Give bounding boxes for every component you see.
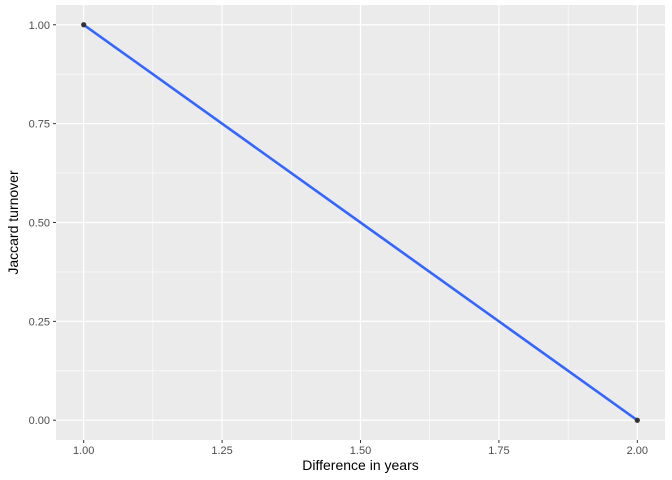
y-tick-label: 0.25	[29, 316, 50, 328]
x-tick-label: 2.00	[627, 445, 648, 457]
x-tick-label: 1.25	[211, 445, 232, 457]
x-axis: 1.00 1.25 1.50 1.75 2.00	[73, 440, 648, 457]
y-tick-label: 1.00	[29, 20, 50, 32]
y-tick-label: 0.50	[29, 218, 50, 230]
x-tick-label: 1.50	[350, 445, 371, 457]
y-tick-label: 0.75	[29, 119, 50, 131]
y-tick-label: 0.00	[29, 415, 50, 427]
x-tick-label: 1.00	[73, 445, 94, 457]
fit-line	[82, 23, 639, 422]
data-point	[81, 22, 87, 28]
x-tick-label: 1.75	[488, 445, 509, 457]
y-axis-title: Jaccard turnover	[5, 170, 21, 275]
data-point	[634, 417, 640, 423]
x-axis-title: Difference in years	[302, 457, 418, 473]
y-axis: 0.00 0.25 0.50 0.75 1.00	[29, 20, 56, 427]
series	[81, 22, 640, 423]
